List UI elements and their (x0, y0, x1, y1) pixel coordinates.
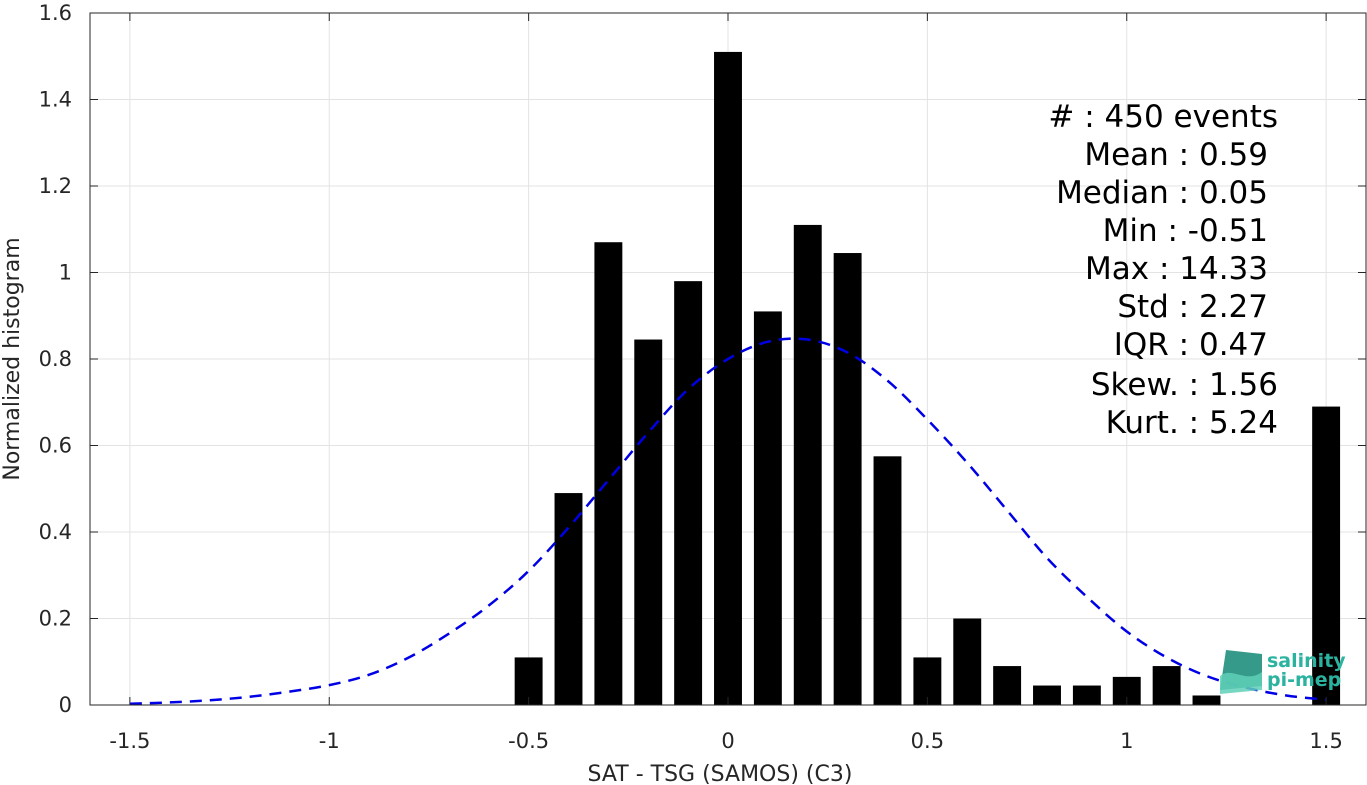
y-tick-label: 0.6 (39, 434, 72, 458)
histogram-bar (554, 493, 583, 705)
histogram-bar (634, 339, 663, 705)
stat-skew: Skew. : 1.56 (1091, 367, 1278, 403)
stat-kurt: Kurt. : 5.24 (1106, 405, 1278, 441)
logo-text-pi-mep: pi-mep (1267, 669, 1341, 691)
y-tick-label: 0.2 (39, 607, 72, 631)
salinity-pi-mep-logo: salinity pi-mep (1220, 650, 1346, 694)
stat-events: # : 450 events (1048, 99, 1278, 135)
x-tick-label: 1 (1120, 729, 1133, 753)
statistics-annotation: # : 450 events Mean : 0.59 Median : 0.05… (1048, 99, 1278, 441)
histogram-bar (993, 666, 1022, 705)
stat-std: Std : 2.27 (1117, 289, 1268, 325)
logo-text-salinity: salinity (1267, 650, 1346, 672)
stat-max: Max : 14.33 (1085, 251, 1268, 287)
y-tick-label: 0.4 (39, 520, 72, 544)
stat-median: Median : 0.05 (1056, 175, 1268, 211)
y-tick-label: 0 (59, 693, 72, 717)
y-tick-label: 1.6 (39, 1, 72, 25)
stat-mean: Mean : 0.59 (1084, 137, 1268, 173)
x-tick-label: -0.5 (508, 729, 549, 753)
histogram-bar (793, 224, 822, 706)
histogram-bar (594, 242, 623, 705)
y-tick-label: 0.8 (39, 347, 72, 371)
y-tick-label: 1.4 (39, 88, 72, 112)
y-tick-label: 1.2 (39, 174, 72, 198)
histogram-bar (953, 618, 982, 705)
x-tick-label: 0.5 (911, 729, 944, 753)
stat-iqr: IQR : 0.47 (1114, 327, 1268, 363)
x-tick-labels: -1.5 -1 -0.5 0 0.5 1 1.5 (109, 729, 1342, 753)
x-tick-label: 0 (721, 729, 734, 753)
histogram-bar (753, 311, 782, 705)
histogram-bar (1312, 406, 1341, 705)
histogram-bar (873, 456, 902, 705)
histogram-bar (714, 51, 742, 706)
normal-fit-curve (129, 337, 1327, 705)
histogram-bar (1033, 685, 1061, 705)
histogram-bar (1152, 666, 1181, 705)
stat-min: Min : -0.51 (1103, 213, 1268, 249)
x-tick-label: -1.5 (109, 729, 150, 753)
histogram-bar (1192, 695, 1221, 705)
axes-frame (89, 12, 1367, 706)
y-tick-labels: 0 0.2 0.4 0.6 0.8 1 1.2 1.4 1.6 (39, 1, 72, 717)
histogram-bars (514, 51, 1341, 706)
y-tick-label: 1 (59, 261, 72, 285)
histogram-bar (1072, 685, 1101, 705)
x-tick-label: -1 (319, 729, 340, 753)
y-axis-label: Normalized histogram (0, 237, 25, 480)
histogram-bar (833, 253, 862, 705)
x-axis-label: SAT - TSG (SAMOS) (C3) (588, 762, 853, 785)
logo-wave-icon (1220, 672, 1262, 694)
x-tick-label: 1.5 (1309, 729, 1342, 753)
axes-box (89, 12, 1367, 706)
histogram-bar (674, 281, 703, 705)
